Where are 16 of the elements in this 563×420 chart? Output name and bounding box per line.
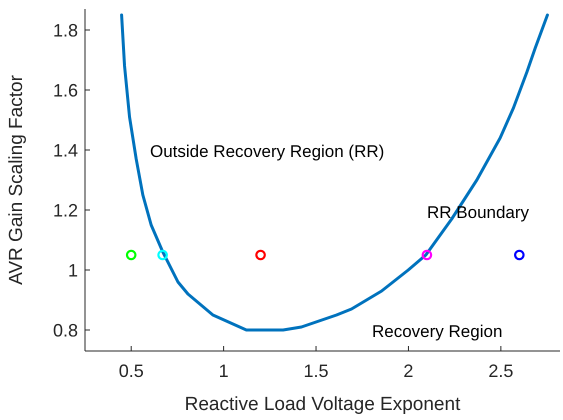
y-tick-label: 1.4 [52, 140, 78, 160]
annotation: RR Boundary [427, 202, 530, 222]
y-tick-label: 1.6 [52, 80, 78, 100]
annotation: Outside Recovery Region (RR) [150, 142, 384, 161]
y-tick-label: 1.2 [52, 200, 78, 220]
x-tick-label: 2 [403, 361, 414, 381]
x-tick-label: 2.5 [488, 361, 514, 381]
x-axis-title: Reactive Load Voltage Exponent [184, 394, 462, 415]
y-axis-title: AVR Gain Scaling Factor [6, 74, 27, 285]
x-tick-label: 1.5 [304, 361, 329, 381]
y-tick-label: 1.8 [52, 20, 78, 40]
annotation: Recovery Region [372, 322, 502, 341]
y-tick-label: 0.8 [52, 320, 78, 340]
x-tick-label: 0.5 [118, 361, 144, 381]
y-tick-label: 1 [68, 260, 78, 280]
x-tick-label: 1 [218, 361, 229, 381]
